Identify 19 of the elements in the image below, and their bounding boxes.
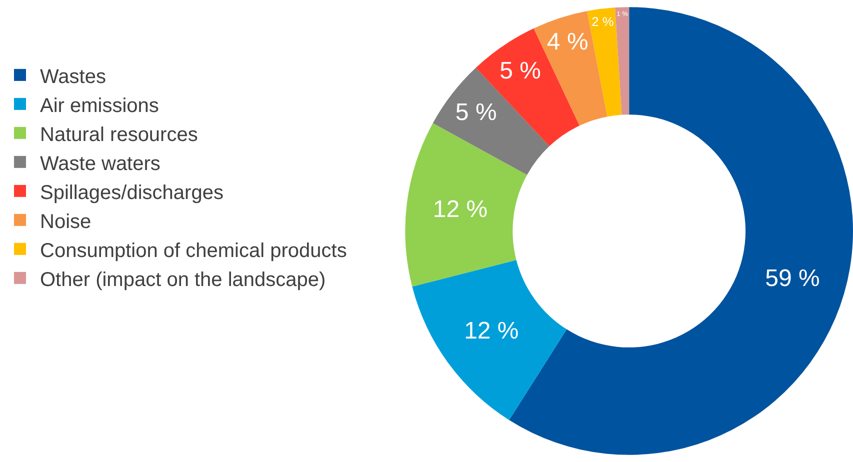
data-label: 5 % [500,57,541,84]
legend-label: Air emissions [40,94,159,117]
legend-label: Waste waters [40,152,160,175]
legend-label: Natural resources [40,124,198,146]
data-label: 4 % [546,28,588,56]
data-label: 12 % [464,318,519,345]
legend-label: Noise [40,210,92,233]
data-label: 2 % [592,14,614,29]
donut-slice [615,7,630,115]
donut-slice [412,260,567,420]
legend-label: Consumption of chemical products [40,240,347,262]
legend-label: Other (impact on the landscape) [40,268,326,291]
data-label: 12 % [432,196,488,224]
legend-label: Spillages/discharges [40,182,224,204]
data-label: 5 % [455,98,497,126]
donut-slice [587,8,622,117]
legend-label: Wastes [40,66,106,88]
data-label: 59 % [765,264,820,292]
donut-slice [405,123,528,287]
